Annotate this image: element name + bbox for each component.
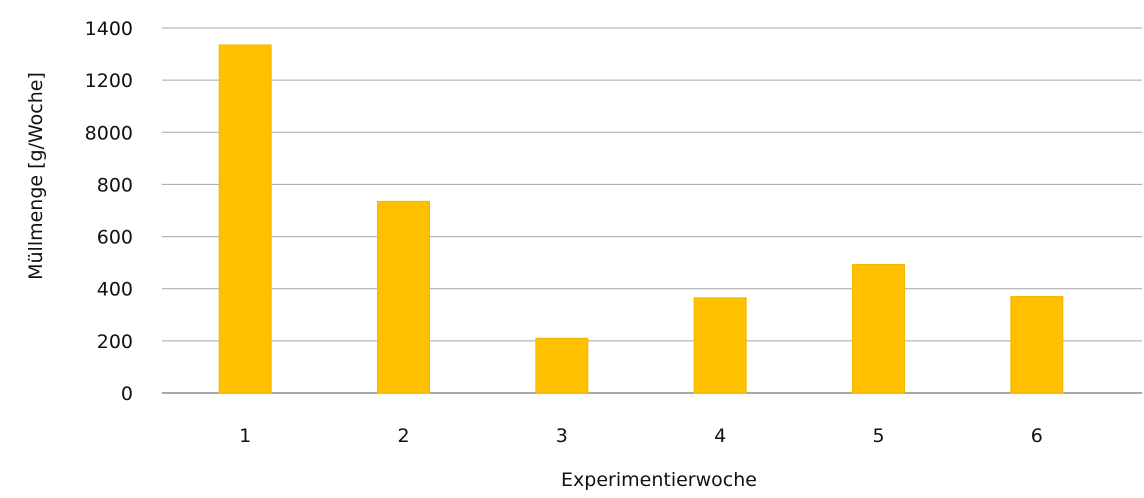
y-tick-label: 1200 <box>85 70 133 92</box>
x-axis-tick-labels: 1 2 3 4 5 6 <box>239 425 1043 447</box>
bar-week-4 <box>694 298 746 393</box>
y-tick-label: 800 <box>97 174 133 196</box>
y-tick-label: 600 <box>97 227 133 249</box>
bar-week-2 <box>378 201 430 393</box>
y-tick-label: 0 <box>121 383 133 405</box>
x-tick-label: 5 <box>872 425 884 447</box>
gridlines <box>162 28 1142 393</box>
y-tick-label: 8000 <box>85 122 133 144</box>
bar-week-6 <box>1011 297 1063 393</box>
bar-week-3 <box>536 338 588 393</box>
x-tick-label: 6 <box>1031 425 1043 447</box>
y-tick-label: 400 <box>97 279 133 301</box>
y-axis-tick-labels: 0 200 400 600 800 8000 1200 1400 <box>85 18 133 405</box>
x-tick-label: 2 <box>397 425 409 447</box>
x-axis-title: Experimentierwoche <box>561 469 757 491</box>
x-tick-label: 1 <box>239 425 251 447</box>
y-axis-title: Müllmenge [g/Woche] <box>25 72 47 280</box>
bar-week-5 <box>853 264 905 393</box>
y-tick-label: 200 <box>97 331 133 353</box>
x-tick-label: 3 <box>556 425 568 447</box>
bar-week-1 <box>219 45 271 393</box>
x-tick-label: 4 <box>714 425 726 447</box>
y-tick-label: 1400 <box>85 18 133 40</box>
